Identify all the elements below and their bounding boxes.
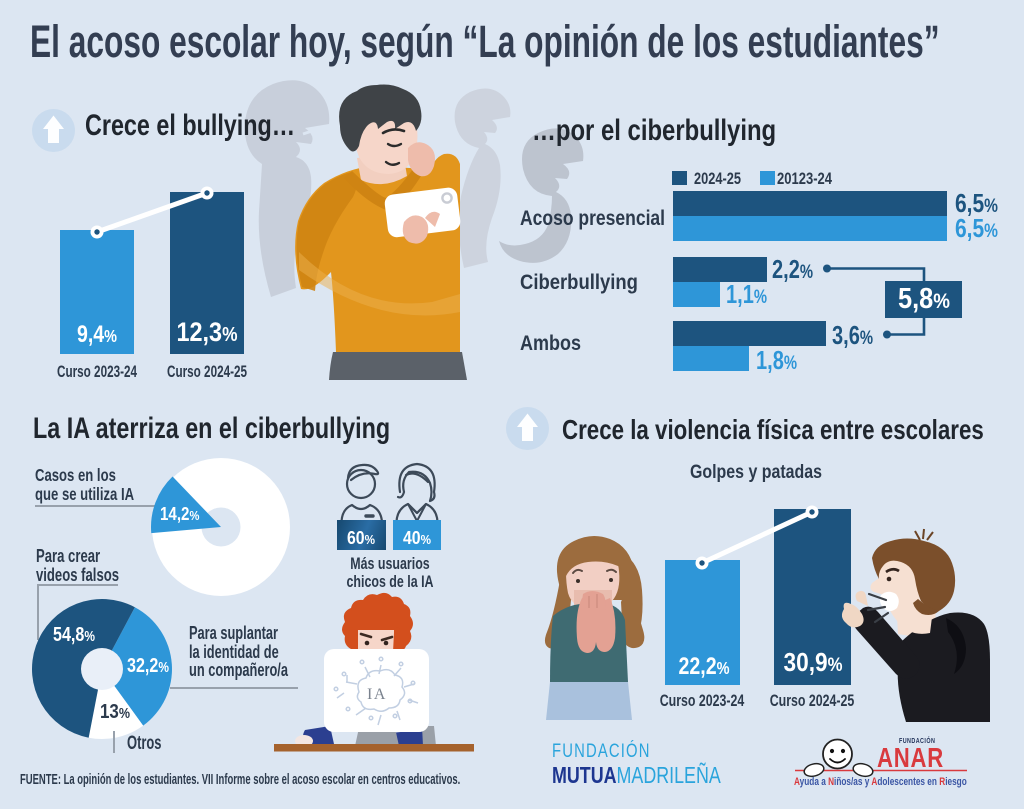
svg-text:IA: IA xyxy=(367,686,387,703)
